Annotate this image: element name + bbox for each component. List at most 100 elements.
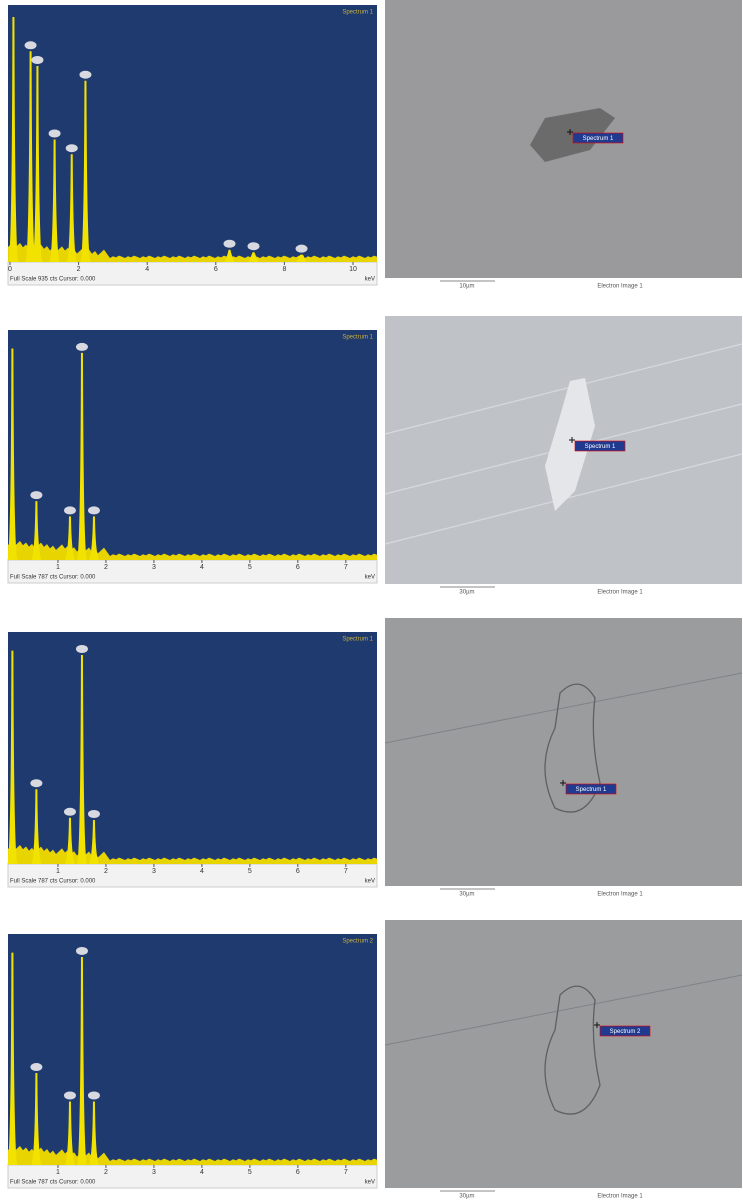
particle [545,378,595,511]
spectrum-title: Spectrum 2 [342,939,373,945]
scale-label: 10µm [459,284,474,290]
scratch [384,343,743,435]
x-tick-label: 10 [349,266,357,273]
marker-label: Spectrum 1 [576,787,607,793]
caption-strip [385,278,742,292]
spectrum-peak [224,249,235,262]
peak-label [79,70,92,79]
spectrum-peak [88,1101,99,1165]
x-tick-label: 4 [145,266,149,273]
peak-label [30,779,43,788]
peak-label [30,1063,43,1072]
spectrum-plot [8,632,377,864]
x-tick-label: 1 [56,868,60,875]
peak-label [63,506,76,515]
spectrum-peak [7,952,18,1165]
x-tick-label: 4 [200,564,204,571]
peak-label [75,946,88,955]
x-tick-label: 3 [152,564,156,571]
x-tick-label: 2 [77,266,81,273]
spectrum-peak [31,501,42,560]
peak-label [24,41,37,50]
peak-label [63,1091,76,1100]
x-tick-label: 6 [214,266,218,273]
marker-label: Spectrum 2 [610,1029,641,1035]
peak-label [75,645,88,653]
spectrum-peak [88,516,99,560]
spectrum-baseline [8,540,377,560]
spectrum-peak [25,51,36,262]
spectrum-peak [76,655,87,864]
spectrum-peak [7,348,18,560]
peak-label [87,506,100,515]
x-tick-label: 7 [344,1169,348,1176]
peak-label [31,56,44,64]
marker-cross [569,437,575,443]
spectrum-peak [296,254,307,262]
spectrum-footer: Full Scale 787 cts Cursor: 0.000 [10,879,96,885]
spectrum-unit: keV [365,1180,375,1186]
spectrum-peak [64,516,75,560]
peak-label [63,807,76,816]
marker-cross [560,780,566,786]
spectrum-unit: keV [365,879,375,885]
x-tick-label: 4 [200,1169,204,1176]
marker-box [599,1025,651,1037]
scale-label: 30µm [459,590,474,596]
spectrum-baseline [8,844,377,864]
spectrum-peak [76,352,87,560]
spectrum-peak [49,139,60,262]
x-tick-label: 7 [344,564,348,571]
scratch [384,974,743,1046]
spectrum-unit: keV [365,277,375,283]
particle [530,108,615,162]
x-tick-label: 5 [248,1169,252,1176]
spectrum-peak [7,650,18,864]
x-tick-label: 7 [344,868,348,875]
spectrum-plot [8,934,377,1165]
sem-image [385,920,742,1188]
spectrum-peak [80,80,91,262]
x-tick-label: 6 [296,564,300,571]
peak-label [247,242,260,251]
marker-box [574,440,626,452]
x-tick-label: 3 [152,1169,156,1176]
marker-label: Spectrum 1 [583,136,614,142]
peak-label [87,810,100,818]
spectrum-baseline [8,242,377,262]
x-tick-label: 6 [296,1169,300,1176]
scale-label: 30µm [459,892,474,898]
spectrum-baseline [8,1145,377,1165]
particle [544,683,601,813]
spectrum-footer: Full Scale 935 cts Cursor: 0.000 [10,277,96,283]
image-caption: Electron Image 1 [597,590,643,596]
spectrum-peak [64,817,75,864]
marker-box [565,783,617,795]
marker-cross [567,129,573,135]
spectrum-peak [76,956,87,1165]
marker-box [572,132,624,144]
x-tick-label: 2 [104,564,108,571]
x-tick-label: 1 [56,1169,60,1176]
spectrum-title: Spectrum 1 [342,335,373,341]
spectrum-peak [88,820,99,864]
marker-cross [594,1022,600,1028]
spectrum-plot [8,5,377,262]
x-tick-label: 3 [152,868,156,875]
particle [544,985,601,1115]
caption-strip [385,886,742,900]
spectrum-peak [32,66,43,262]
x-tick-label: 8 [282,266,286,273]
spectrum-peak [64,1101,75,1165]
peak-label [223,239,236,248]
x-tick-label: 6 [296,868,300,875]
peak-label [295,244,308,253]
marker-label: Spectrum 1 [585,444,616,450]
spectrum-title: Spectrum 1 [342,637,373,643]
spectrum-footer: Full Scale 787 cts Cursor: 0.000 [10,1180,96,1186]
caption-strip [385,1188,742,1202]
x-tick-label: 1 [56,564,60,571]
scratch [384,672,743,744]
spectrum-peak [66,154,77,262]
